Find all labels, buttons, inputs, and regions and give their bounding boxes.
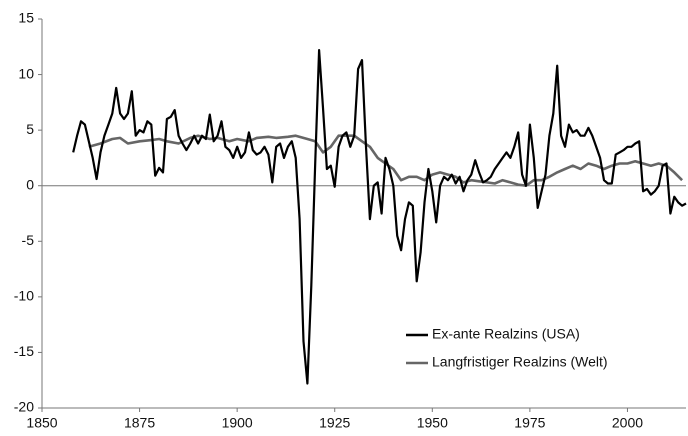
y-tick-label: -10	[14, 288, 34, 304]
x-tick-label: 1950	[417, 415, 448, 431]
x-tick-label: 2000	[612, 415, 643, 431]
y-tick-label: -15	[14, 343, 34, 359]
legend-label: Langfristiger Realzins (Welt)	[432, 354, 608, 370]
legend-label: Ex-ante Realzins (USA)	[432, 326, 580, 342]
x-tick-label: 1850	[26, 415, 57, 431]
x-tick-label: 1875	[124, 415, 155, 431]
y-tick-label: 5	[26, 121, 34, 137]
y-tick-label: 0	[26, 176, 34, 192]
x-tick-label: 1900	[222, 415, 253, 431]
y-tick-label: 10	[18, 65, 34, 81]
series-line	[72, 49, 687, 385]
x-tick-label: 1975	[514, 415, 545, 431]
x-tick-label: 1925	[319, 415, 350, 431]
y-tick-label: 15	[18, 10, 34, 26]
y-tick-label: -5	[22, 232, 35, 248]
y-tick-label: -20	[14, 399, 34, 415]
